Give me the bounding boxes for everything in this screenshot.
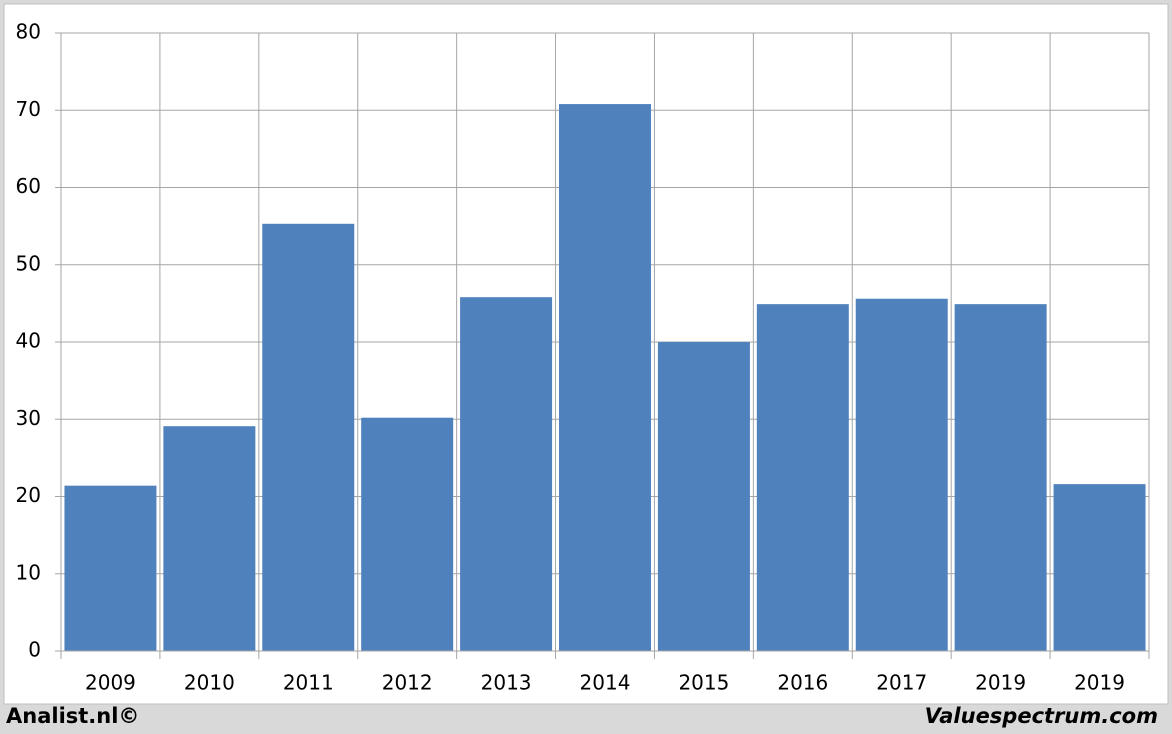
x-tick-label: 2017 <box>876 671 927 695</box>
x-tick-label: 2014 <box>580 671 631 695</box>
x-tick-label: 2011 <box>283 671 334 695</box>
y-tick-label: 60 <box>16 174 41 198</box>
x-tick-label: 2019 <box>1074 671 1125 695</box>
y-tick-label: 50 <box>16 251 41 275</box>
bar <box>64 485 157 651</box>
y-tick-label: 30 <box>16 406 41 430</box>
y-tick-label: 10 <box>16 560 41 584</box>
bar <box>262 223 355 651</box>
x-tick-label: 2019 <box>975 671 1026 695</box>
x-tick-label: 2012 <box>382 671 433 695</box>
footer-right: Valuespectrum.com <box>925 704 1158 728</box>
y-tick-label: 40 <box>16 329 41 353</box>
y-tick-label: 20 <box>16 483 41 507</box>
bar <box>460 297 553 651</box>
x-tick-label: 2016 <box>777 671 828 695</box>
x-tick-label: 2015 <box>678 671 729 695</box>
footer-left: Analist.nl© <box>6 704 139 728</box>
bar <box>361 417 454 651</box>
x-tick-label: 2009 <box>85 671 136 695</box>
bar <box>559 104 651 651</box>
bar <box>1053 484 1146 651</box>
y-tick-label: 70 <box>16 97 41 121</box>
bar <box>756 304 849 651</box>
bar <box>954 304 1047 651</box>
y-tick-label: 0 <box>28 638 41 662</box>
bar <box>163 426 256 651</box>
x-tick-label: 2013 <box>481 671 532 695</box>
x-tick-label: 2010 <box>184 671 235 695</box>
bar <box>855 298 948 651</box>
y-tick-label: 80 <box>16 20 41 44</box>
bar <box>657 342 750 651</box>
